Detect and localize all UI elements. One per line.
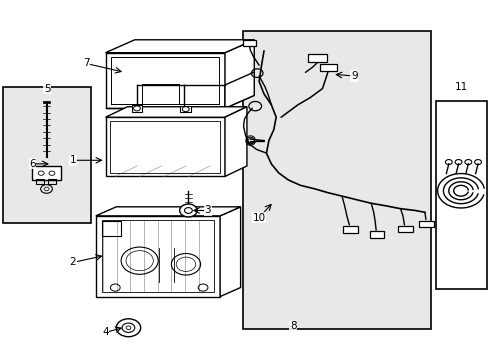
Bar (48, 179, 56, 184)
Text: 8: 8 (289, 321, 296, 331)
Text: 4: 4 (102, 327, 109, 337)
Bar (32, 166, 61, 180)
Text: 9: 9 (350, 71, 357, 81)
Text: 11: 11 (453, 82, 467, 92)
Polygon shape (105, 107, 246, 117)
Bar (242, 40, 256, 46)
Polygon shape (224, 40, 254, 108)
Bar (397, 226, 412, 232)
Bar (180, 106, 191, 112)
Bar (319, 64, 336, 71)
Bar (243, 31, 430, 329)
Polygon shape (105, 117, 224, 176)
Circle shape (179, 204, 197, 217)
Text: 5: 5 (43, 84, 50, 94)
Text: 10: 10 (252, 213, 265, 222)
Text: 2: 2 (69, 257, 76, 267)
Bar (131, 105, 142, 112)
Polygon shape (96, 216, 220, 297)
Bar (102, 221, 121, 235)
Bar (307, 54, 327, 62)
Text: 1: 1 (69, 155, 76, 165)
Bar (435, 101, 487, 289)
Polygon shape (224, 72, 254, 108)
Polygon shape (96, 207, 240, 216)
Bar (342, 226, 357, 233)
Text: 6: 6 (29, 159, 36, 169)
Polygon shape (105, 53, 224, 108)
Polygon shape (224, 107, 246, 176)
Bar (36, 179, 44, 184)
Circle shape (116, 319, 141, 337)
Bar (369, 231, 384, 238)
Polygon shape (105, 40, 254, 53)
Bar (3, 87, 91, 223)
Text: 7: 7 (82, 58, 89, 68)
Polygon shape (220, 207, 240, 297)
Bar (42, 101, 50, 103)
Text: 3: 3 (204, 206, 211, 216)
Bar (418, 221, 433, 227)
